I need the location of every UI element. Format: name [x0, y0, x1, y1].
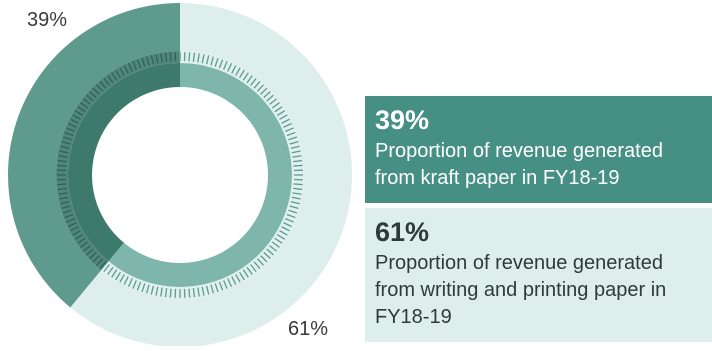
slice-label-kraft: 39% [27, 9, 67, 32]
legend-value-writing-printing: 61% [375, 216, 702, 248]
legend-value-kraft: 39% [375, 104, 702, 136]
legend-text-kraft: Proportion of revenue generated from kra… [375, 138, 702, 192]
legend-writing-printing: 61% Proportion of revenue generated from… [365, 208, 712, 342]
slice-label-writing-printing: 61% [288, 318, 328, 341]
donut-svg [0, 0, 360, 346]
donut-hole [98, 93, 262, 257]
donut-chart: 39% 61% [0, 0, 360, 346]
legend-text-writing-printing: Proportion of revenue generated from wri… [375, 250, 702, 331]
legend-kraft: 39% Proportion of revenue generated from… [365, 96, 712, 203]
